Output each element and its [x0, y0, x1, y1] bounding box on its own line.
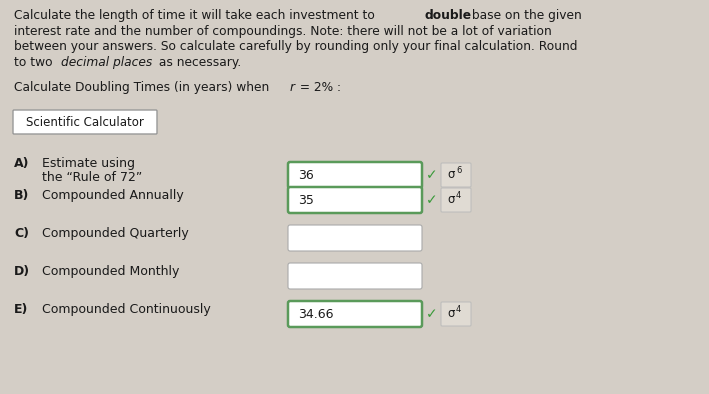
Text: 36: 36	[298, 169, 314, 182]
Text: E): E)	[14, 303, 28, 316]
Text: C): C)	[14, 227, 29, 240]
FancyBboxPatch shape	[441, 163, 471, 187]
FancyBboxPatch shape	[288, 187, 422, 213]
FancyBboxPatch shape	[288, 263, 422, 289]
FancyBboxPatch shape	[288, 301, 422, 327]
Text: Calculate Doubling Times (in years) when: Calculate Doubling Times (in years) when	[14, 81, 273, 94]
Text: to two: to two	[14, 56, 57, 69]
FancyBboxPatch shape	[13, 110, 157, 134]
Text: Compounded Continuously: Compounded Continuously	[42, 303, 211, 316]
Text: Calculate the length of time it will take each investment to: Calculate the length of time it will tak…	[14, 9, 379, 22]
Text: Estimate using: Estimate using	[42, 157, 135, 170]
Text: ✓: ✓	[426, 307, 437, 321]
Text: 4: 4	[456, 191, 462, 200]
FancyBboxPatch shape	[288, 162, 422, 188]
Text: decimal places: decimal places	[61, 56, 152, 69]
Text: Compounded Quarterly: Compounded Quarterly	[42, 227, 189, 240]
Text: Compounded Monthly: Compounded Monthly	[42, 265, 179, 278]
Text: = 2% :: = 2% :	[296, 81, 341, 94]
Text: double: double	[424, 9, 471, 22]
Text: A): A)	[14, 157, 30, 170]
Text: Compounded Annually: Compounded Annually	[42, 189, 184, 202]
FancyBboxPatch shape	[441, 302, 471, 326]
Text: 4: 4	[456, 305, 462, 314]
Text: base on the given: base on the given	[468, 9, 582, 22]
Text: interest rate and the number of compoundings. Note: there will not be a lot of v: interest rate and the number of compound…	[14, 24, 552, 37]
Text: B): B)	[14, 189, 29, 202]
FancyBboxPatch shape	[441, 188, 471, 212]
Text: σ: σ	[447, 168, 454, 181]
Text: r: r	[289, 81, 295, 94]
Text: ✓: ✓	[426, 193, 437, 207]
Text: D): D)	[14, 265, 30, 278]
Text: Scientific Calculator: Scientific Calculator	[26, 115, 144, 128]
Text: σ: σ	[447, 307, 454, 320]
Text: 35: 35	[298, 193, 314, 206]
Text: ✓: ✓	[426, 168, 437, 182]
Text: as necessary.: as necessary.	[155, 56, 242, 69]
Text: 6: 6	[456, 166, 462, 175]
Text: the “Rule of 72”: the “Rule of 72”	[42, 171, 143, 184]
Text: 34.66: 34.66	[298, 307, 333, 320]
Text: σ: σ	[447, 193, 454, 206]
Text: between your answers. So calculate carefully by rounding only your final calcula: between your answers. So calculate caref…	[14, 40, 578, 53]
FancyBboxPatch shape	[288, 225, 422, 251]
